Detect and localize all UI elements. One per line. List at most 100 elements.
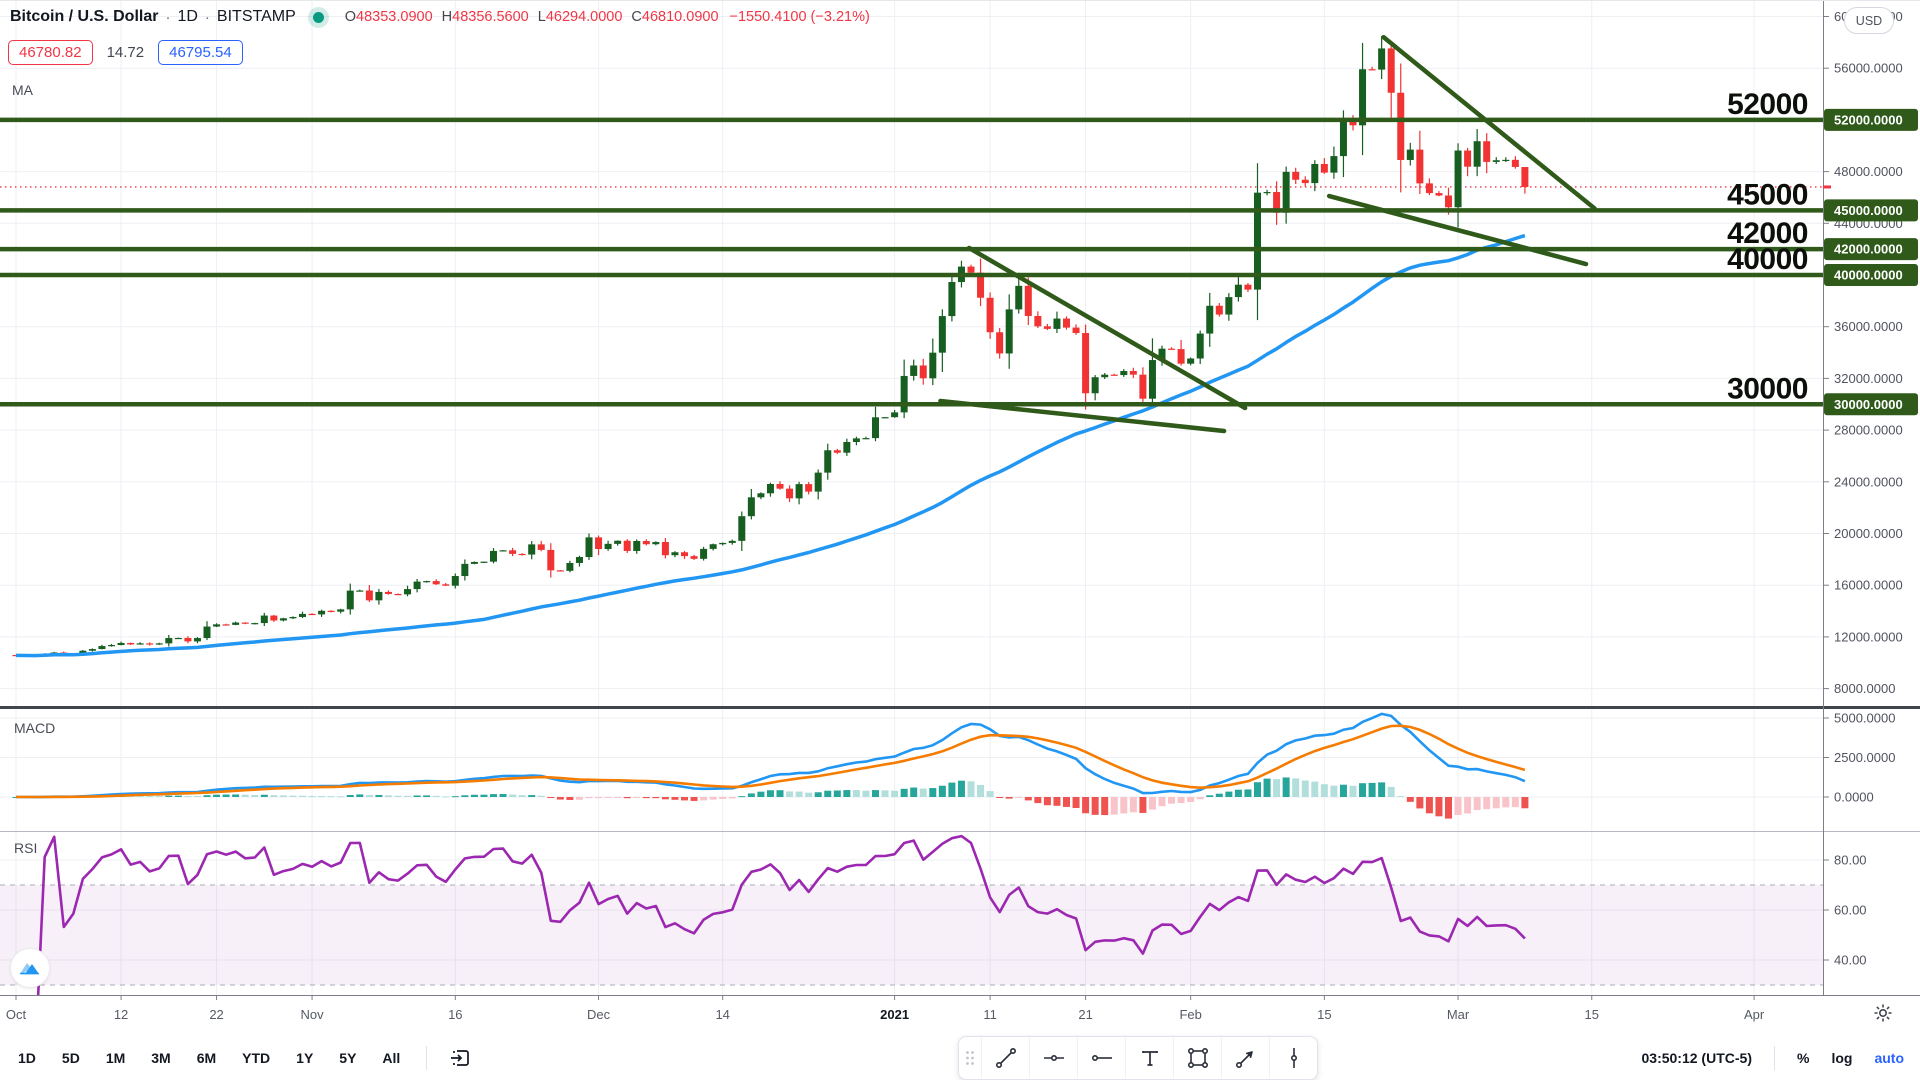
go-to-date-icon [451, 1050, 470, 1066]
horizontal-ray-icon [1091, 1055, 1112, 1062]
candle-body [423, 581, 431, 583]
candle-body [1168, 348, 1176, 350]
macd-histogram-bar [556, 797, 564, 800]
candle-body [518, 553, 526, 556]
log-scale-button[interactable]: log [1831, 1050, 1853, 1066]
range-button-1y[interactable]: 1Y [296, 1050, 314, 1066]
macd-histogram-bar [1416, 797, 1424, 809]
range-button-1d[interactable]: 1D [18, 1050, 36, 1066]
toolbar-separator [1173, 1038, 1174, 1078]
macd-histogram-bar [967, 781, 975, 797]
price-level-big-label: 42000 [1727, 217, 1808, 250]
candle-body [1148, 360, 1156, 399]
time-axis-label: Feb [1179, 1007, 1201, 1022]
price-chip-high[interactable]: 46795.54 [158, 40, 243, 65]
candle-body [165, 638, 173, 644]
horizontal-line-tool-button[interactable] [1030, 1038, 1077, 1078]
candle-body [1483, 141, 1491, 162]
macd-histogram-bar [1254, 782, 1261, 797]
macd-histogram-bar [938, 785, 946, 797]
tradingview-logo[interactable] [10, 948, 50, 988]
drag-handle-icon[interactable] [959, 1038, 981, 1078]
macd-histogram-bar [174, 795, 182, 797]
macd-histogram-bar [986, 791, 994, 797]
range-button-5d[interactable]: 5D [61, 1050, 80, 1066]
macd-pane [12, 712, 1529, 819]
range-button-6m[interactable]: 6M [196, 1050, 217, 1066]
toolbar-separator [981, 1038, 982, 1078]
macd-histogram-bar [528, 795, 536, 797]
macd-histogram-bar [642, 797, 650, 799]
range-button-ytd[interactable]: YTD [242, 1050, 271, 1066]
price-level-axis-pill [1824, 199, 1918, 222]
rsi-indicator-label[interactable]: RSI [14, 840, 38, 856]
candle-body [88, 649, 96, 651]
macd-histogram-bar [700, 797, 708, 801]
macd-histogram-bar [509, 794, 517, 797]
price-spread-value: 14.72 [106, 44, 145, 61]
session-clock[interactable]: 03:50:12 (UTC-5) [1641, 1050, 1752, 1066]
horizontal-ray-tool-button[interactable] [1078, 1038, 1125, 1078]
range-button-1m[interactable]: 1M [105, 1050, 126, 1066]
candle-body [1378, 48, 1386, 70]
candle-body [1301, 179, 1309, 184]
timezone-settings-button[interactable] [1872, 1002, 1894, 1029]
candle-body [184, 637, 192, 642]
exchange-label[interactable]: BITSTAMP [216, 8, 296, 25]
macd-histogram-bar [690, 797, 698, 801]
ohlc-key: L [537, 9, 546, 25]
trend-line-tool-button[interactable] [982, 1038, 1029, 1078]
price-chip-low[interactable]: 46780.82 [8, 40, 93, 65]
macd-histogram-bar [1464, 797, 1472, 814]
price-axis-label: 12000.0000 [1834, 629, 1903, 644]
candle-body [843, 441, 851, 453]
candle-body [136, 643, 144, 645]
rsi-axis-label: 60.00 [1834, 903, 1867, 918]
arrow-tool-button[interactable] [1222, 1038, 1269, 1078]
ma-indicator-label[interactable]: MA [12, 82, 33, 98]
macd-histogram-bar [881, 790, 889, 797]
dots-icon [966, 1051, 974, 1065]
candle-body [967, 266, 975, 273]
symbol-name[interactable]: Bitcoin / U.S. Dollar [10, 8, 159, 25]
macd-histogram-bar [957, 780, 965, 797]
drawing-toolbar[interactable] [958, 1036, 1318, 1080]
macd-histogram-bar [384, 795, 392, 797]
macd-histogram-bar [327, 796, 335, 798]
range-button-3m[interactable]: 3M [151, 1050, 171, 1066]
range-button-all[interactable]: All [382, 1050, 401, 1066]
macd-indicator-label[interactable]: MACD [14, 720, 56, 736]
separator-dot: · [165, 8, 171, 26]
go-to-date-button[interactable] [449, 1046, 473, 1070]
candle-body [652, 542, 660, 545]
text-tool-button[interactable] [1126, 1038, 1173, 1078]
vertical-line-tool-button[interactable] [1270, 1038, 1317, 1078]
candle-body [413, 581, 421, 590]
indicator-values-row: 46780.82 14.72 46795.54 [8, 40, 243, 65]
candle-body [1406, 149, 1414, 160]
candle-body [986, 297, 994, 333]
macd-histogram-bar [1483, 797, 1491, 810]
price-level-axis-label: 30000.0000 [1834, 397, 1903, 412]
ohlc-value: 46294.0000 [545, 9, 623, 25]
interval-label[interactable]: 1D [177, 8, 198, 25]
macd-histogram-bar [1187, 797, 1195, 802]
macd-histogram-bar [499, 793, 507, 797]
rectangle-tool-button[interactable] [1174, 1038, 1221, 1078]
percent-scale-button[interactable]: % [1796, 1050, 1810, 1066]
macd-histogram-bar [1473, 797, 1481, 811]
candle-body [461, 563, 469, 577]
candle-body [1177, 349, 1185, 364]
macd-histogram-bar [1454, 797, 1462, 815]
market-status-icon [312, 11, 324, 23]
range-button-5y[interactable]: 5Y [339, 1050, 357, 1066]
macd-histogram-bar [1091, 797, 1099, 815]
auto-scale-button[interactable]: auto [1874, 1050, 1904, 1066]
macd-histogram-bar [146, 795, 154, 797]
macd-histogram-bar [1158, 797, 1166, 807]
symbol-legend[interactable]: Bitcoin / U.S. Dollar · 1D · BITSTAMP O4… [10, 8, 870, 26]
macd-histogram-bar [232, 794, 240, 797]
candle-body [595, 537, 603, 550]
currency-toggle-button[interactable]: USD [1844, 7, 1894, 34]
